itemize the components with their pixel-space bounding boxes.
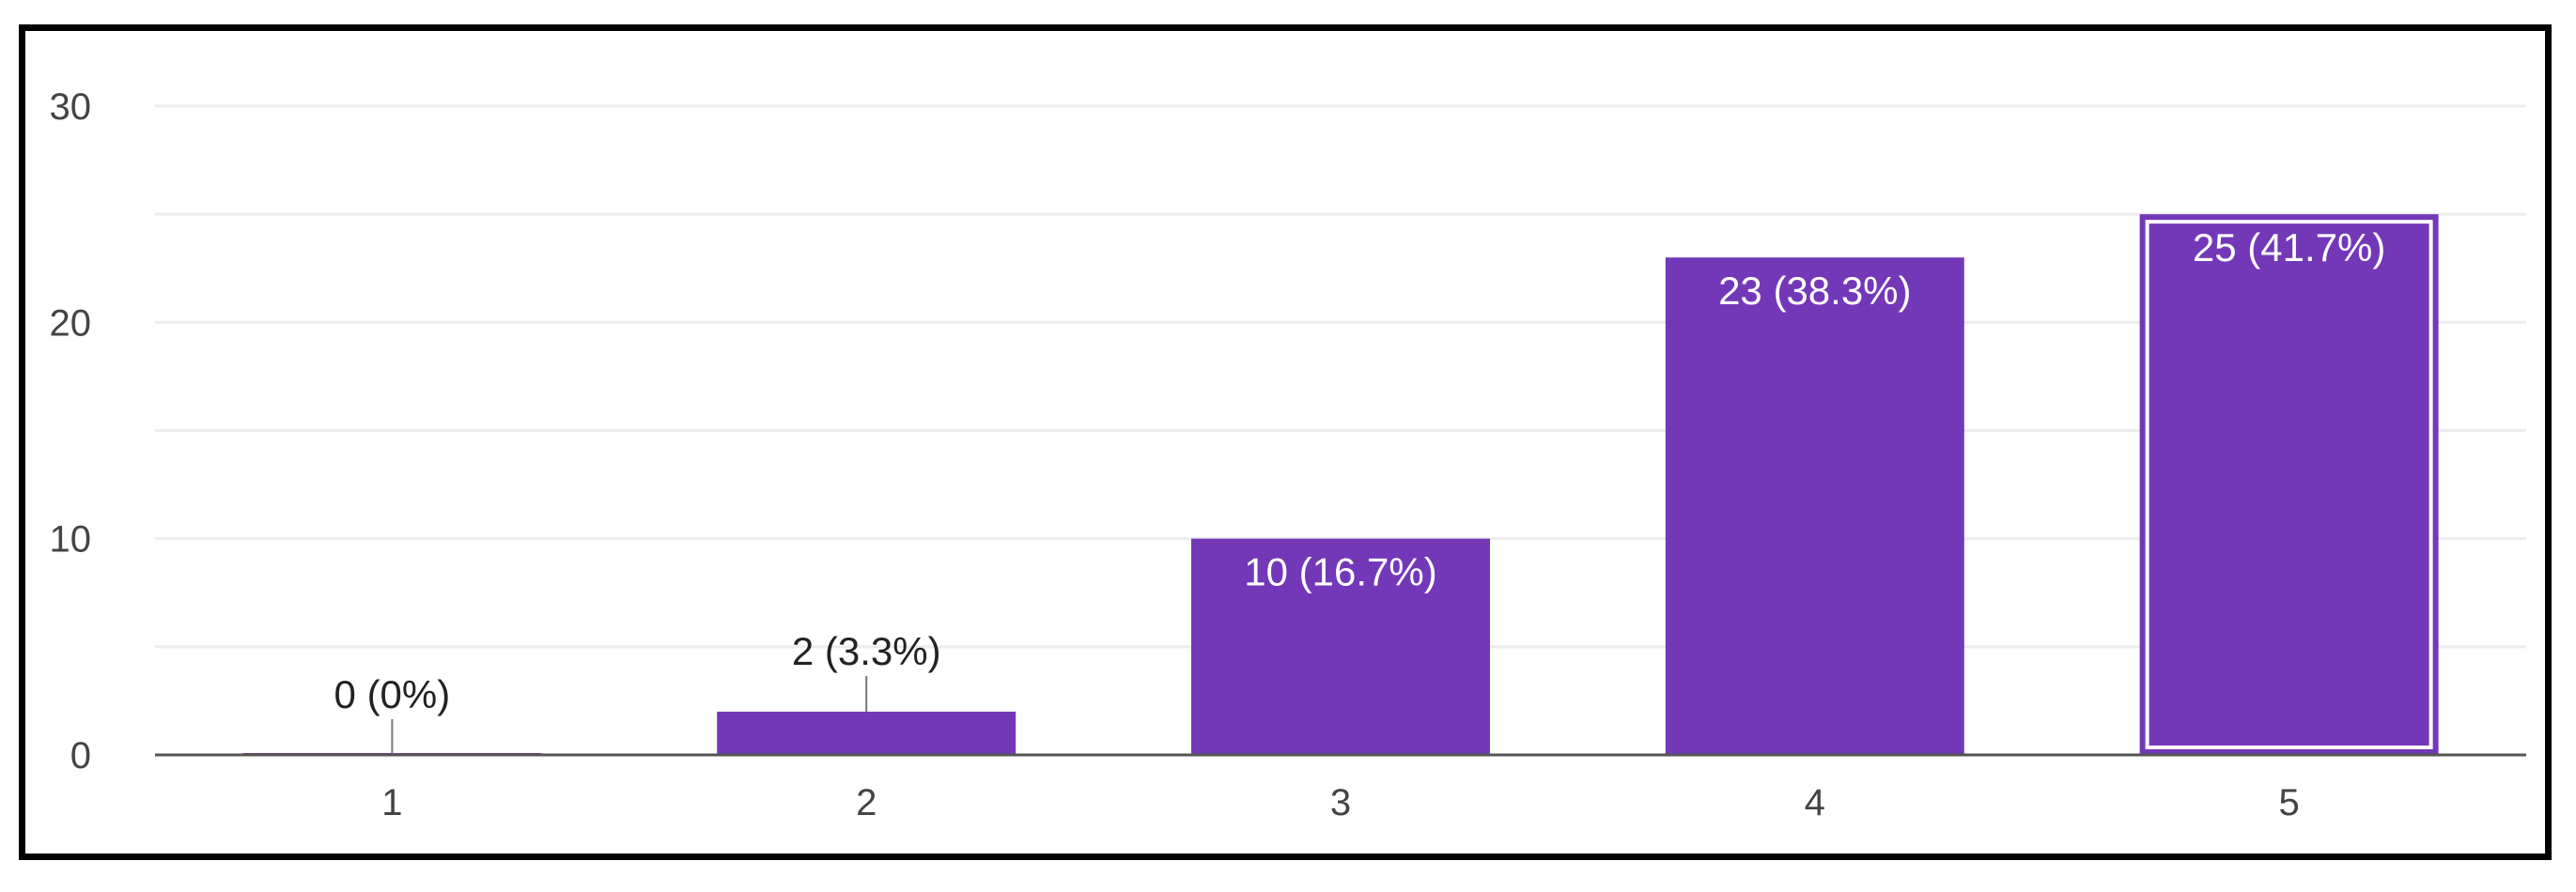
data-label: 10 (16.7%) — [1244, 550, 1436, 594]
y-tick-label: 30 — [50, 86, 92, 128]
x-tick-label: 1 — [381, 782, 402, 823]
data-label: 23 (38.3%) — [1718, 269, 1911, 313]
data-label: 2 (3.3%) — [792, 629, 941, 673]
bar-highlight-outline — [2145, 220, 2433, 749]
x-tick-label: 2 — [856, 782, 877, 823]
bar-chart: 0 10 20 30 0 (0%) 1 2 (3.3%) 2 10 (16.7%) 3 23 (38… — [50, 86, 2526, 823]
bar — [1191, 538, 1490, 755]
data-label: 0 (0%) — [334, 672, 451, 716]
x-tick-label: 5 — [2278, 782, 2299, 823]
x-tick-label: 3 — [1330, 782, 1351, 823]
bar — [717, 711, 1016, 755]
y-tick-label: 0 — [70, 735, 91, 777]
bar — [2139, 214, 2439, 755]
chart-frame: 0 10 20 30 0 (0%) 1 2 (3.3%) 2 10 (16.7%) 3 23 (38… — [19, 24, 2552, 860]
bar — [1665, 257, 1964, 755]
y-tick-label: 10 — [50, 519, 92, 561]
x-tick-label: 4 — [1805, 782, 1825, 823]
y-tick-label: 20 — [50, 302, 92, 344]
data-label: 25 (41.7%) — [2193, 225, 2385, 269]
